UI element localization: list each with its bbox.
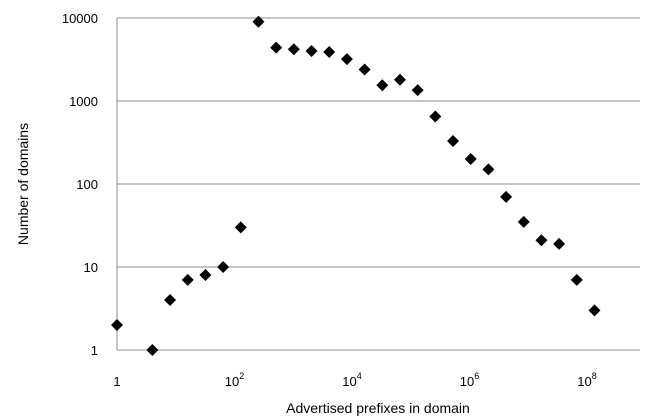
- axes: [116, 18, 640, 351]
- data-point: [164, 294, 177, 307]
- data-point: [500, 190, 513, 203]
- data-point: [588, 304, 601, 317]
- data-point: [411, 84, 424, 97]
- y-tick-labels: 1 10 100 1000 10000: [62, 11, 98, 358]
- data-point: [464, 153, 477, 166]
- data-point: [358, 63, 371, 76]
- y-axis-title: Number of domains: [15, 123, 31, 245]
- data-point: [535, 234, 548, 247]
- data-point: [181, 273, 194, 286]
- data-point: [340, 53, 353, 66]
- data-point: [111, 319, 123, 332]
- data-point: [287, 43, 300, 56]
- x-tick-label: 108: [577, 371, 596, 389]
- data-point: [570, 273, 583, 286]
- data-point: [252, 15, 265, 28]
- y-tick-label: 100: [76, 177, 98, 192]
- x-tick-label: 106: [460, 371, 479, 389]
- y-tick-label: 1: [91, 343, 98, 358]
- x-tick-label: 1: [113, 374, 120, 389]
- x-tick-label: 104: [342, 371, 361, 389]
- data-point: [234, 221, 247, 234]
- grid-lines: [117, 17, 640, 268]
- y-tick-label: 10000: [62, 11, 98, 26]
- x-tick-label: 102: [225, 371, 244, 389]
- x-tick-labels: 1 102 104 106 108: [113, 371, 596, 389]
- data-points: [111, 15, 601, 356]
- data-point: [146, 344, 159, 356]
- data-point: [393, 73, 406, 86]
- data-point: [305, 45, 318, 58]
- y-tick-label: 10: [84, 260, 98, 275]
- y-tick-label: 1000: [69, 94, 98, 109]
- data-point: [447, 134, 460, 147]
- data-point: [376, 79, 389, 92]
- x-axis-title: Advertised prefixes in domain: [286, 400, 470, 416]
- data-point: [199, 269, 212, 282]
- data-point: [323, 45, 336, 58]
- data-point: [482, 163, 495, 176]
- data-point: [217, 261, 230, 273]
- data-point: [517, 215, 530, 228]
- data-point: [270, 41, 283, 54]
- data-point: [429, 110, 442, 123]
- data-point: [553, 237, 566, 250]
